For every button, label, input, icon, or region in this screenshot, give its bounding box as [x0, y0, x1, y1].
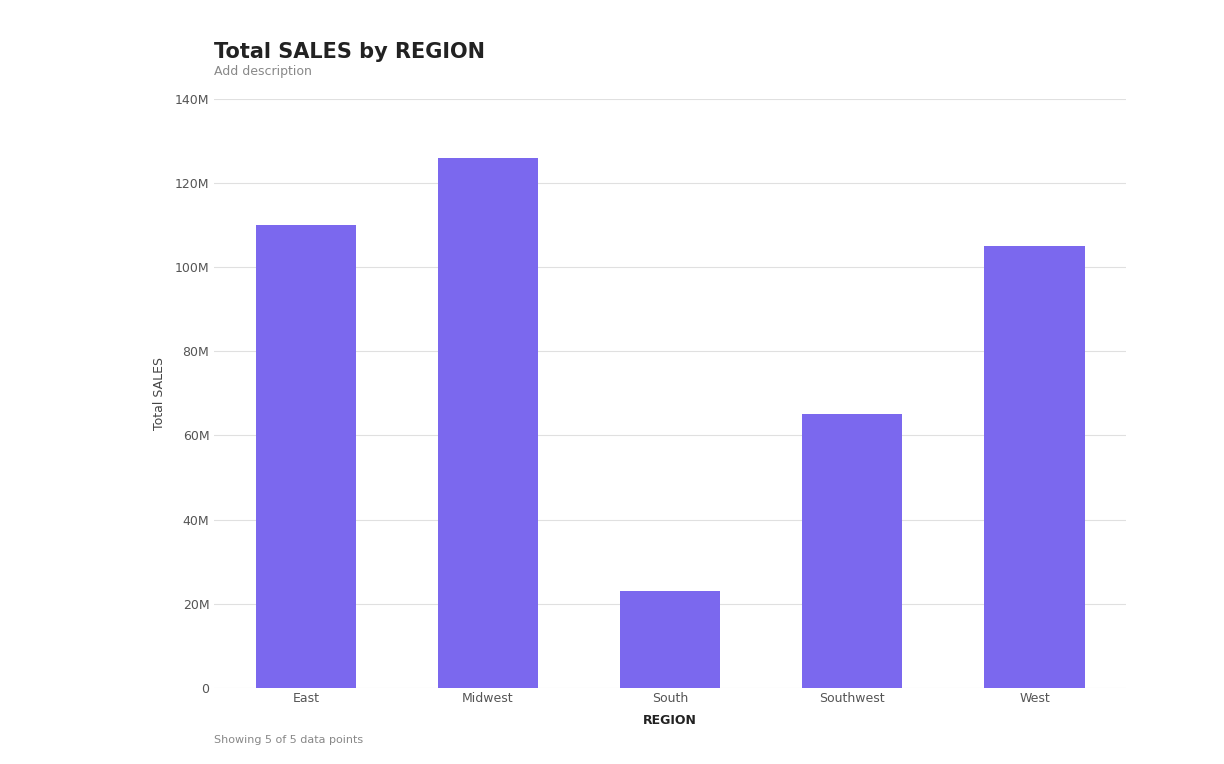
Y-axis label: Total SALES: Total SALES [153, 357, 166, 430]
Bar [802, 414, 902, 688]
Bar [984, 247, 1084, 688]
X-axis label: REGION: REGION [643, 714, 698, 727]
Bar [621, 591, 720, 688]
Text: Total SALES by REGION: Total SALES by REGION [214, 42, 485, 62]
Bar [438, 158, 539, 688]
Text: Add description: Add description [214, 65, 312, 78]
Text: Showing 5 of 5 data points: Showing 5 of 5 data points [214, 735, 364, 745]
Bar [256, 225, 356, 688]
